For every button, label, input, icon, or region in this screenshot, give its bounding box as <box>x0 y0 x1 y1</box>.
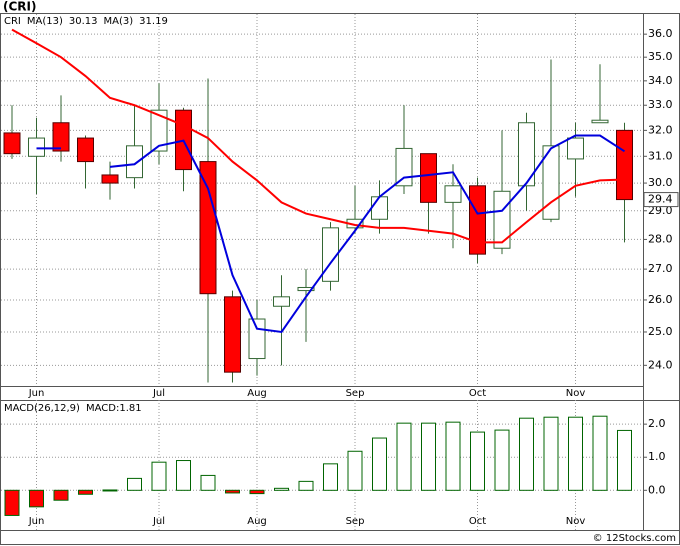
bar <box>445 421 461 491</box>
candle-body <box>150 109 168 152</box>
y-tick-label: 30.0 <box>648 176 673 189</box>
bar <box>151 461 167 491</box>
candle-body <box>248 318 266 360</box>
panel-title: MACD(26,12,9) <box>4 403 80 414</box>
candle-body <box>77 137 94 163</box>
candle-body <box>420 153 437 203</box>
bar <box>543 416 559 491</box>
y-tick-label: 26.0 <box>648 293 673 306</box>
bar <box>102 489 118 492</box>
bar <box>249 489 265 495</box>
candle-body <box>199 161 217 295</box>
bar <box>200 474 216 491</box>
candle-body <box>493 190 511 249</box>
y-tick-label: 31.0 <box>648 149 673 162</box>
bar <box>274 487 289 491</box>
watermark: © 12Stocks.com <box>593 533 676 544</box>
candle-body <box>224 296 241 373</box>
candle-body <box>567 137 584 160</box>
bar <box>53 489 69 501</box>
y-tick-label: 34.0 <box>648 74 673 87</box>
ma-line <box>11 28 625 244</box>
bar <box>372 437 387 491</box>
y-tick-label: 1.0 <box>648 450 666 463</box>
candle-body <box>616 129 633 201</box>
legend-value: 31.19 <box>139 16 168 27</box>
bar <box>298 480 314 491</box>
bar <box>78 489 93 495</box>
candle-body <box>273 296 290 307</box>
legend-entry: MA(3) <box>104 16 134 27</box>
bar <box>225 489 240 494</box>
last-price-tag <box>643 192 679 208</box>
x-tick-label: Jul <box>152 516 165 527</box>
y-tick-label: 32.0 <box>648 123 673 136</box>
y-tick-label: 24.0 <box>648 358 673 371</box>
bar <box>347 450 363 491</box>
y-tick-label: 27.0 <box>648 262 673 275</box>
y-tick-label: 0.0 <box>648 483 666 496</box>
x-tick-label: Jun <box>28 388 45 399</box>
legend-value: 30.13 <box>69 16 98 27</box>
bar <box>127 477 142 491</box>
candle-body <box>371 196 388 220</box>
candle-body <box>3 132 21 155</box>
legend-entry: MA(13) <box>27 16 63 27</box>
x-tick-label: Nov <box>566 388 586 399</box>
candle-body <box>28 137 45 157</box>
x-tick-label: Jun <box>28 516 45 527</box>
chart-title: (CRI) <box>3 0 36 14</box>
candle-body <box>518 122 535 187</box>
x-tick-label: Jul <box>152 388 165 399</box>
bar <box>421 422 436 491</box>
candle-body <box>591 119 609 124</box>
y-tick-label: 33.0 <box>648 98 673 111</box>
candle-body <box>297 286 315 292</box>
legend-symbol: CRI <box>4 16 21 27</box>
bar <box>29 489 44 508</box>
x-tick-label: Oct <box>469 388 486 399</box>
candle-body <box>52 122 70 152</box>
candle-body <box>469 185 486 255</box>
bar <box>4 489 20 516</box>
x-tick-label: Oct <box>469 516 486 527</box>
bar <box>323 463 338 491</box>
bar <box>176 460 191 491</box>
x-tick-label: Nov <box>566 516 586 527</box>
candle-body <box>126 145 143 179</box>
x-tick-label: Sep <box>346 388 365 399</box>
candle-body <box>395 147 413 187</box>
bar <box>494 429 510 491</box>
y-tick-label: 2.0 <box>648 417 666 430</box>
candle-body <box>101 174 119 184</box>
last-price-label: 29.4 <box>648 193 673 206</box>
y-tick-label: 28.0 <box>648 232 673 245</box>
legend-value: MACD:1.81 <box>86 403 142 414</box>
bar <box>592 415 608 491</box>
y-tick-label: 25.0 <box>648 325 673 338</box>
x-tick-label: Sep <box>346 516 365 527</box>
y-tick-label: 35.0 <box>648 50 673 63</box>
candle-body <box>444 185 462 203</box>
candle-body <box>542 145 560 220</box>
x-tick-label: Aug <box>247 516 267 527</box>
bar <box>568 416 583 491</box>
bar <box>396 422 412 491</box>
bar <box>470 431 485 491</box>
bar <box>519 417 534 491</box>
ma-line <box>36 134 626 334</box>
x-tick-label: Aug <box>247 388 267 399</box>
bar <box>617 429 632 491</box>
y-tick-label: 36.0 <box>648 27 673 40</box>
